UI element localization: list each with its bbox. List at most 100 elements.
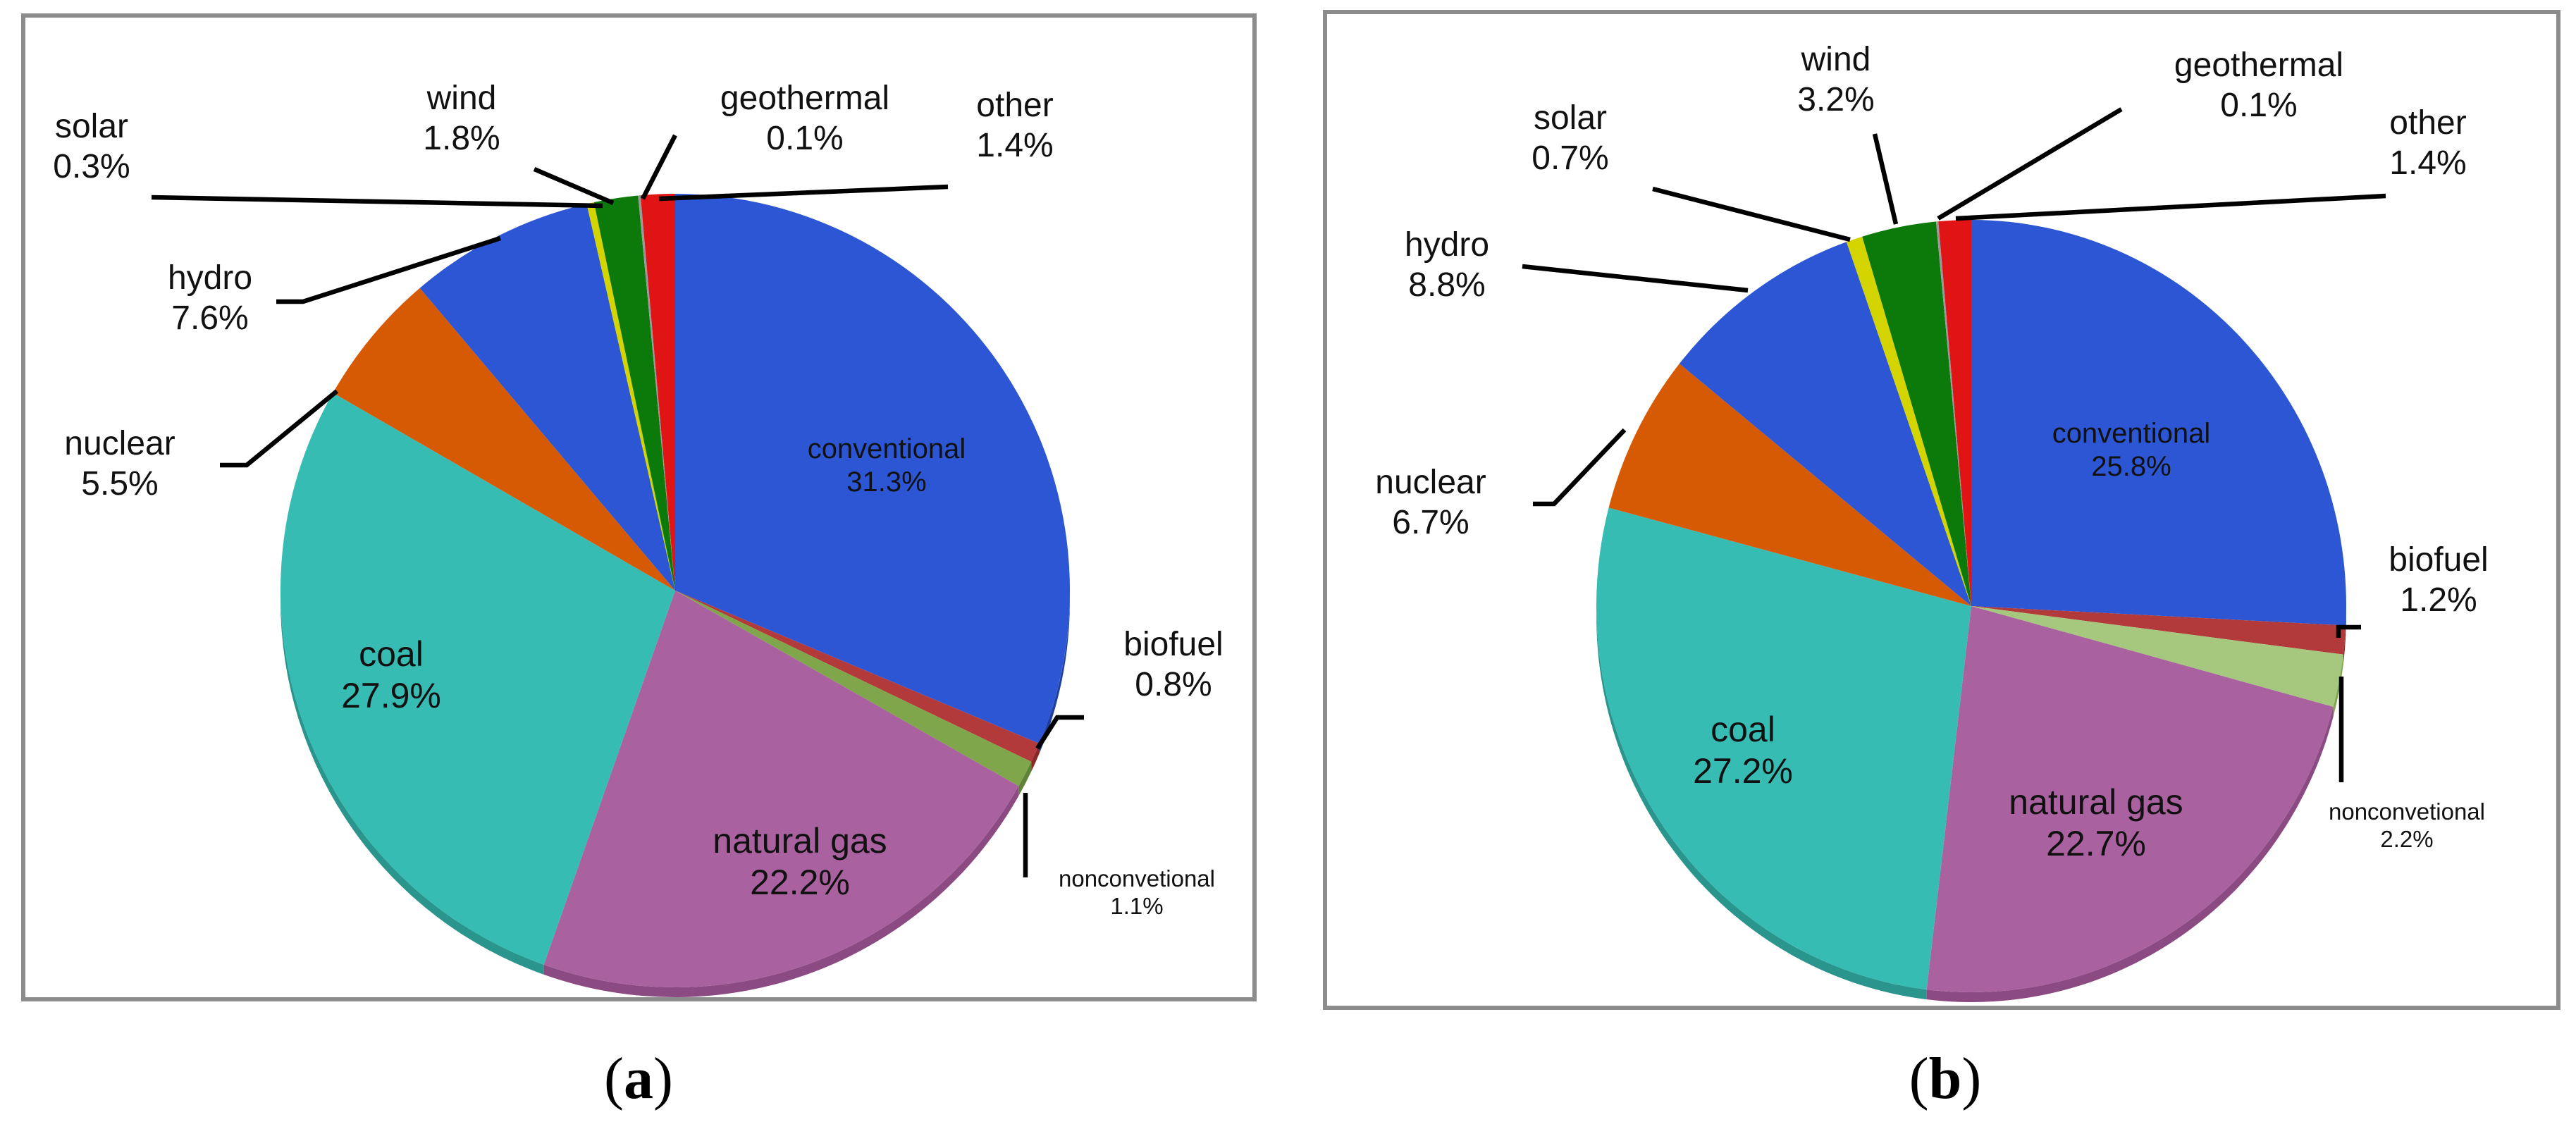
label-value-geothermal-b: 0.1%	[2220, 87, 2297, 124]
leader-other-b	[1955, 193, 2386, 221]
leader-hydro-a	[276, 235, 501, 304]
label-biofuel-a: biofuel 0.8%	[1123, 626, 1223, 703]
label-value-hydro-b: 8.8%	[1408, 266, 1485, 304]
slice-biofuel-b	[1971, 606, 2346, 655]
slice-hydro-a	[419, 204, 675, 591]
pie-labels-b: conventional 25.8% biofuel 1.2% nonconvetion…	[1375, 41, 2488, 863]
label-value-nuclear-a: 5.5%	[81, 465, 158, 502]
slice-nuclear-a	[333, 288, 675, 591]
label-other-a: other 1.4%	[976, 87, 1053, 164]
pie-slices-b	[1596, 220, 2346, 992]
label-nuclear-b: nuclear 6.7%	[1375, 464, 1486, 541]
slice-nuclear-b	[1608, 364, 1971, 606]
label-value-coal-b: 27.2%	[1693, 751, 1793, 791]
label-value-natural-gas-b: 22.7%	[2046, 824, 2146, 863]
leader-hydro-b	[1522, 264, 1749, 293]
slice-solar-a	[586, 202, 675, 591]
slice-nonconvetional-b	[1971, 606, 2343, 707]
label-name-natural-gas-b: natural gas	[2009, 782, 2183, 822]
caption-b-letter: b	[1929, 1046, 1962, 1111]
label-value-geothermal-a: 0.1%	[766, 120, 843, 157]
pie-chart-a: conventional 31.3% biofuel 0.8% nonconvetion…	[53, 80, 1224, 997]
leader-biofuel-b	[2336, 624, 2361, 638]
label-name-biofuel-b: biofuel	[2389, 541, 2488, 579]
rim-biofuel-b	[2343, 625, 2346, 665]
label-conventional-b: conventional 25.8%	[2052, 418, 2211, 482]
caption-a-letter: a	[624, 1046, 653, 1111]
leader-solar-a	[151, 195, 603, 209]
slice-coal-b	[1596, 507, 1971, 990]
rim-nonconvetional-a	[1018, 761, 1032, 796]
leader-geothermal-b	[1937, 107, 2123, 221]
slice-conventional-b	[1971, 220, 2346, 626]
label-name-natural-gas-a: natural gas	[713, 821, 887, 860]
label-solar-a: solar 0.3%	[53, 108, 130, 185]
slice-geothermal-a	[638, 195, 675, 591]
label-name-solar-a: solar	[55, 108, 128, 145]
slice-biofuel-a	[675, 591, 1040, 762]
label-value-solar-b: 0.7%	[1532, 140, 1608, 177]
leader-wind-b	[1872, 133, 1899, 225]
leader-nuclear-a	[220, 389, 339, 468]
label-value-biofuel-b: 1.2%	[2400, 581, 2477, 619]
slice-natural-gas-b	[1926, 606, 2334, 992]
label-name-nuclear-b: nuclear	[1375, 464, 1486, 501]
slice-other-a	[640, 194, 675, 591]
label-coal-a: coal 27.9%	[341, 634, 441, 715]
label-value-hydro-a: 7.6%	[171, 300, 248, 337]
label-other-b: other 1.4%	[2389, 104, 2466, 182]
leader-geothermal-a	[641, 134, 677, 200]
label-name-hydro-b: hydro	[1405, 226, 1489, 264]
caption-a: (a)	[604, 1046, 673, 1111]
slice-solar-b	[1846, 236, 1971, 606]
label-nonconvetional-b: nonconvetional 2.2%	[2329, 798, 2485, 852]
caption-b: (b)	[1909, 1046, 1982, 1111]
slice-hydro-b	[1679, 242, 1971, 606]
label-name-wind-a: wind	[426, 80, 497, 117]
label-value-other-b: 1.4%	[2389, 144, 2466, 182]
label-name-geothermal-a: geothermal	[720, 80, 889, 117]
label-value-biofuel-a: 0.8%	[1135, 666, 1212, 703]
pie-chart-b: conventional 25.8% biofuel 1.2% nonconvetion…	[1375, 41, 2489, 1002]
label-name-nuclear-a: nuclear	[64, 425, 175, 462]
label-value-wind-b: 3.2%	[1797, 81, 1874, 118]
pie-slices-a	[280, 194, 1070, 987]
label-coal-b: coal 27.2%	[1693, 710, 1793, 791]
label-value-coal-a: 27.9%	[341, 676, 441, 715]
label-hydro-b: hydro 8.8%	[1405, 226, 1489, 304]
label-name-wind-b: wind	[1801, 41, 1871, 78]
rim-nonconvetional-b	[2333, 654, 2343, 717]
slice-wind-a	[593, 195, 675, 591]
label-wind-a: wind 1.8%	[423, 80, 500, 157]
label-value-natural-gas-a: 22.2%	[750, 863, 850, 902]
label-conventional-a: conventional 31.3%	[808, 433, 966, 498]
slice-wind-b	[1862, 221, 1971, 607]
label-name-hydro-a: hydro	[168, 259, 252, 297]
leader-nuclear-b	[1533, 428, 1627, 507]
label-hydro-a: hydro 7.6%	[168, 259, 252, 337]
label-biofuel-b: biofuel 1.2%	[2389, 541, 2488, 619]
label-value-conventional-b: 25.8%	[2091, 451, 2171, 482]
slice-conventional-a	[675, 194, 1070, 744]
label-name-conventional-a: conventional	[808, 433, 966, 464]
label-nuclear-a: nuclear 5.5%	[64, 425, 175, 502]
label-value-nuclear-b: 6.7%	[1392, 504, 1469, 541]
leader-wind-a	[533, 167, 615, 205]
pie-labels-a: conventional 31.3% biofuel 0.8% nonconvetion…	[53, 80, 1223, 919]
slice-geothermal-b	[1935, 221, 1971, 606]
slice-other-b	[1938, 220, 1971, 606]
slice-nonconvetional-a	[675, 591, 1032, 786]
label-value-other-a: 1.4%	[976, 127, 1053, 164]
label-name-other-a: other	[976, 87, 1053, 124]
label-value-solar-a: 0.3%	[53, 148, 130, 185]
label-natural-gas-b: natural gas 22.7%	[2009, 782, 2183, 863]
label-natural-gas-a: natural gas 22.2%	[713, 821, 887, 902]
label-name-biofuel-a: biofuel	[1123, 626, 1223, 663]
label-name-geothermal-b: geothermal	[2174, 47, 2343, 84]
label-name-coal-b: coal	[1711, 710, 1775, 749]
label-solar-b: solar 0.7%	[1532, 99, 1608, 177]
label-name-conventional-b: conventional	[2052, 418, 2211, 449]
rim-biofuel-a	[1031, 744, 1040, 772]
leader-solar-b	[1652, 186, 1851, 242]
